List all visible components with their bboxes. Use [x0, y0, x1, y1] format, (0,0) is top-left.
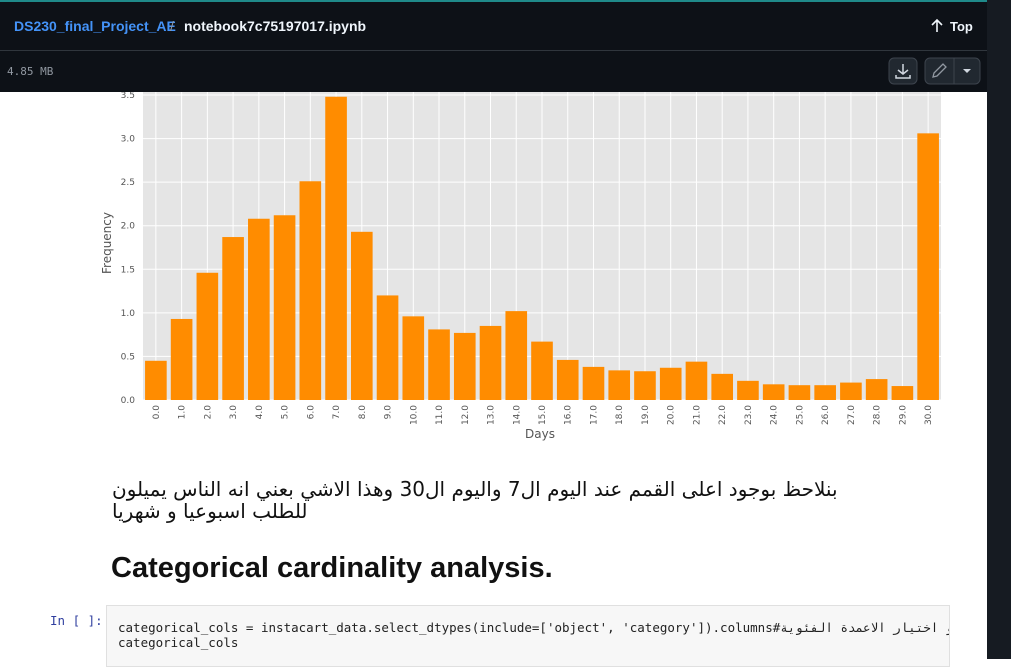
x-tick-label: 25.0 [795, 405, 805, 425]
markdown-text: بنلاحظ بوجود اعلى القمم عند اليوم ال7 وا… [112, 477, 838, 523]
x-tick-label: 30.0 [924, 405, 934, 425]
bar [505, 311, 528, 400]
bar [299, 181, 322, 400]
bar [402, 316, 425, 400]
bar [737, 380, 759, 400]
x-tick-label: 0.0 [152, 405, 162, 420]
bar [891, 386, 914, 400]
x-tick-label: 5.0 [281, 405, 291, 420]
edit-icon [932, 63, 947, 78]
x-tick-label: 11.0 [435, 405, 445, 425]
y-axis-label: Frequency [100, 212, 114, 274]
x-tick-label: 26.0 [821, 405, 831, 425]
bar [762, 384, 785, 400]
bar [917, 133, 939, 400]
x-tick-label: 2.0 [203, 405, 213, 420]
x-tick-label: 12.0 [461, 405, 471, 425]
x-tick-label: 17.0 [589, 405, 599, 425]
x-tick-label: 28.0 [873, 405, 883, 425]
file-name: notebook7c75197017.ipynb [184, 18, 367, 34]
chart: 0.0 0.5 1.0 1.5 2.0 2.5 3.0 3.5 0.0 1.0 2.0 3.0 4.0 5… [100, 92, 941, 441]
download-icon [895, 64, 911, 79]
x-tick-label: 3.0 [229, 405, 239, 420]
bar [222, 237, 244, 400]
markdown-heading: Categorical cardinality analysis. [111, 552, 553, 584]
top-icon [931, 18, 943, 32]
bar [273, 215, 296, 400]
x-tick-label: 9.0 [384, 405, 394, 420]
y-tick-label: 2.0 [121, 222, 136, 232]
bar [711, 373, 734, 400]
code-line: categorical_cols [118, 635, 239, 650]
toolbar [888, 57, 981, 85]
scrollbar-area [987, 0, 1011, 659]
bar [248, 218, 270, 400]
x-tick-label: 8.0 [358, 405, 368, 420]
bar [479, 325, 502, 400]
divider [0, 50, 987, 51]
bar [325, 96, 347, 400]
bar [582, 366, 605, 400]
file-header: DS230_final_Project_AE / notebook7c75197… [0, 0, 987, 92]
bar [685, 361, 708, 400]
x-tick-label: 4.0 [255, 405, 265, 420]
bar [814, 385, 836, 400]
x-tick-label: 6.0 [306, 405, 316, 420]
x-tick-label: 14.0 [512, 405, 522, 425]
x-tick-label: 10.0 [409, 405, 419, 425]
x-tick-label: 19.0 [641, 405, 651, 425]
bar [170, 318, 193, 400]
code-cell[interactable]: categorical_cols = instacart_data.select… [106, 605, 950, 667]
x-tick-label: 7.0 [332, 405, 342, 420]
y-tick-label: 2.5 [121, 178, 135, 188]
x-tick-label: 20.0 [667, 405, 677, 425]
bar [659, 367, 682, 400]
x-tick-label: 23.0 [744, 405, 754, 425]
y-tick-label: 0.5 [121, 352, 135, 362]
x-axis-label: Days [525, 427, 555, 441]
path-separator: / [170, 18, 174, 34]
bar [556, 359, 579, 400]
bar [350, 231, 373, 400]
x-tick-label: 16.0 [564, 405, 574, 425]
x-tick-label: 15.0 [538, 405, 548, 425]
bar [453, 332, 476, 400]
code-line: categorical_cols = instacart_data.select… [118, 620, 949, 635]
dropdown-icon [963, 69, 971, 73]
x-tick-label: 1.0 [178, 405, 188, 420]
y-tick-label: 0.0 [121, 396, 136, 406]
y-tick-label: 1.0 [121, 309, 136, 319]
x-tick-label: 24.0 [770, 405, 780, 425]
edit-button[interactable] [924, 57, 981, 85]
bar [634, 371, 656, 400]
y-tick-label: 3.5 [121, 92, 135, 101]
x-tick-label: 18.0 [615, 405, 625, 425]
bar [145, 360, 167, 400]
x-tick-label: 13.0 [487, 405, 497, 425]
y-tick-label: 1.5 [121, 265, 135, 275]
x-tick-label: 21.0 [692, 405, 702, 425]
bar [531, 341, 553, 400]
bar [865, 379, 888, 400]
cell-prompt: In [ ]: [50, 613, 103, 628]
x-tick-label: 27.0 [847, 405, 857, 425]
file-size: 4.85 MB [7, 65, 54, 78]
bar [608, 370, 631, 400]
bar [788, 385, 811, 400]
bar [376, 295, 399, 400]
repo-link[interactable]: DS230_final_Project_AE [14, 18, 176, 34]
bar [196, 272, 219, 400]
y-tick-label: 3.0 [121, 135, 136, 145]
x-tick-label: 22.0 [718, 405, 728, 425]
bar [428, 329, 450, 400]
bar [840, 382, 862, 400]
x-tick-label: 29.0 [898, 405, 908, 425]
top-button[interactable]: Top [950, 19, 973, 34]
